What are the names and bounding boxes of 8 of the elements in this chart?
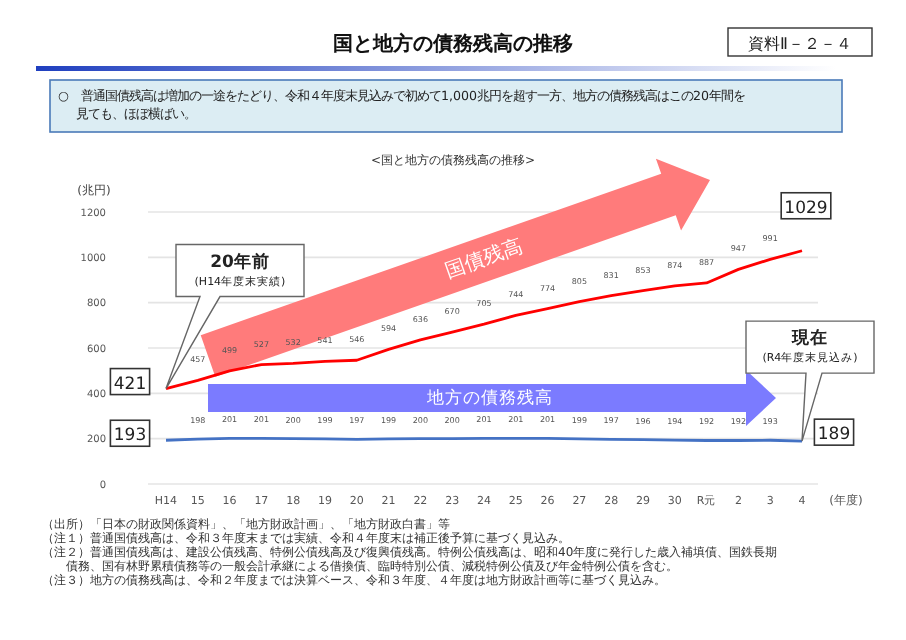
data-label: 421 (113, 374, 147, 395)
text: 国債残高 (442, 234, 526, 284)
series-label: 地方の債務残高 (425, 386, 553, 409)
text: 資料Ⅱ－２－４ (748, 35, 852, 53)
data-label: 193 (113, 426, 147, 447)
chart-title: 国と地方の債務残高の推移 (333, 32, 573, 56)
data-label: 1029 (784, 198, 828, 219)
data-label: 189 (817, 425, 851, 446)
